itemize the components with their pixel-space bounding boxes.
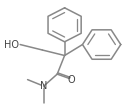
Text: O: O — [67, 75, 75, 85]
Text: N: N — [40, 81, 47, 91]
Text: HO: HO — [4, 40, 19, 50]
